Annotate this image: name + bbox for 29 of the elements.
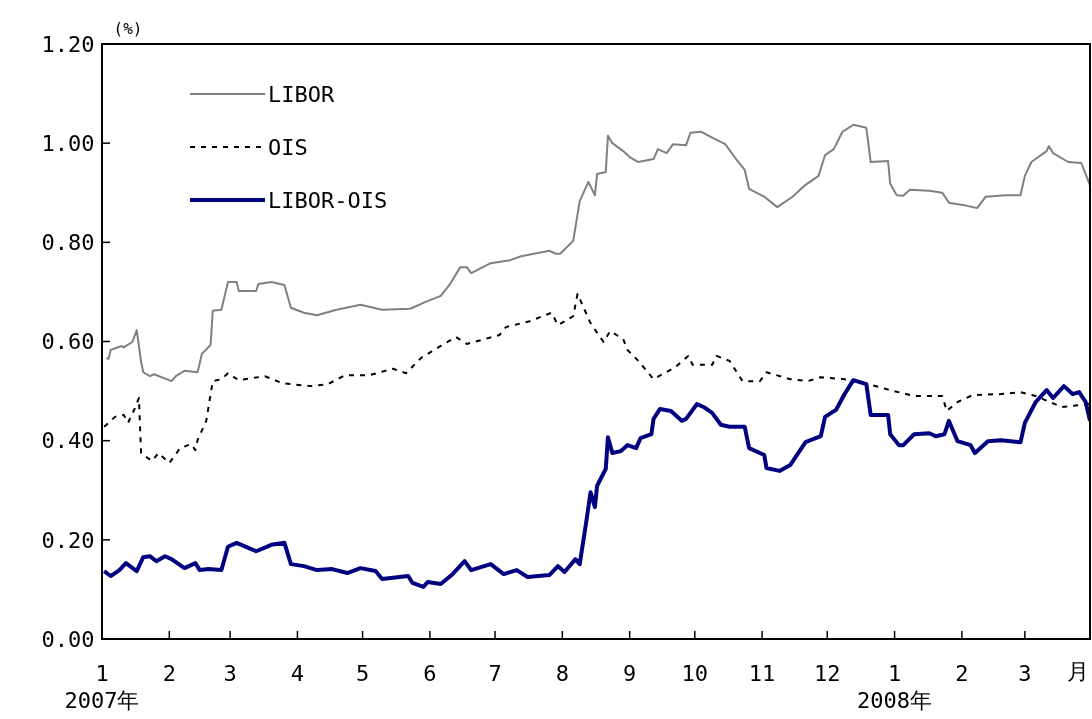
x-tick-label: 2 xyxy=(162,661,176,686)
x-tick-label: 1 2008年 xyxy=(857,661,933,713)
y-tick-label: 0.00 xyxy=(41,626,95,652)
y-tick-label: 0.20 xyxy=(41,527,95,553)
x-tick-label: 3 xyxy=(223,661,237,686)
x-tick-label: 1 2007年 xyxy=(64,661,140,713)
x-tick-label: 9 xyxy=(623,661,637,686)
y-axis-title: (%) xyxy=(113,19,143,38)
x-tick-label: 7 xyxy=(488,661,502,686)
x-tick-label: 2 xyxy=(955,661,969,686)
y-tick-label: 0.60 xyxy=(41,329,95,355)
line-series xyxy=(102,378,1090,589)
legend-label: OIS xyxy=(268,134,308,160)
x-tick-label: 4 xyxy=(290,661,305,686)
x-tick-label: 10 xyxy=(681,661,709,686)
line-series xyxy=(105,123,1090,383)
x-tick-label: 11 xyxy=(748,661,776,686)
x-tick-label: 12 xyxy=(814,661,841,686)
y-tick-label: 1.20 xyxy=(41,31,95,57)
x-tick-label: 8 xyxy=(555,661,569,686)
y-tick-label: 1.00 xyxy=(41,130,95,156)
x-tick-label: 3 xyxy=(1018,661,1032,686)
legend-label: LIBOR xyxy=(268,81,335,107)
x-axis-title: 月 xyxy=(1067,659,1089,684)
legend-label: LIBOR-OIS xyxy=(268,187,388,213)
y-tick-label: 0.40 xyxy=(41,428,95,454)
x-tick-label: 6 xyxy=(423,661,437,686)
y-tick-label: 0.80 xyxy=(41,230,95,256)
x-tick-label: 5 xyxy=(355,661,370,686)
